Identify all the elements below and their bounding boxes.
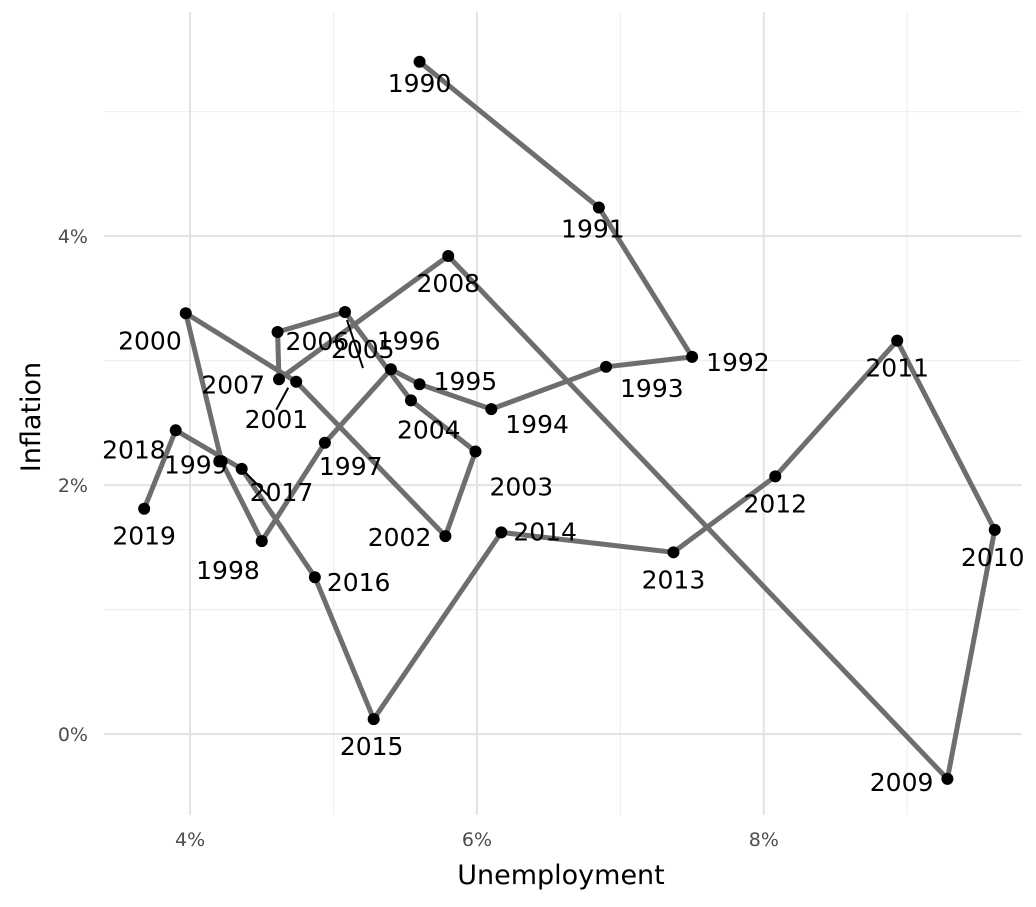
label-2010: 2010 xyxy=(961,543,1025,572)
leader-line-2001 xyxy=(275,387,290,411)
data-points xyxy=(138,55,1001,785)
point-2017 xyxy=(235,462,248,475)
point-1999 xyxy=(215,455,228,468)
point-1997 xyxy=(318,436,331,449)
x-axis-ticks: 4% 6% 8% xyxy=(175,829,779,851)
point-2002 xyxy=(439,530,452,543)
label-1999: 1999 xyxy=(164,450,228,479)
label-1998: 1998 xyxy=(196,556,260,585)
label-1991: 1991 xyxy=(561,214,625,243)
point-2007 xyxy=(272,373,285,386)
point-2010 xyxy=(988,523,1001,536)
point-1994 xyxy=(485,403,498,416)
point-2009 xyxy=(941,772,954,785)
label-2018: 2018 xyxy=(102,435,166,464)
label-2017: 2017 xyxy=(250,478,314,507)
label-2011: 2011 xyxy=(865,354,929,383)
label-2003: 2003 xyxy=(490,472,554,501)
label-1993: 1993 xyxy=(620,374,684,403)
label-2007: 2007 xyxy=(201,370,265,399)
point-1992 xyxy=(686,350,699,363)
point-1995 xyxy=(413,378,426,391)
point-2006 xyxy=(271,325,284,338)
point-2001 xyxy=(290,375,303,388)
point-1996 xyxy=(384,363,397,376)
label-2002: 2002 xyxy=(368,523,432,552)
point-2008 xyxy=(442,250,455,263)
label-2015: 2015 xyxy=(340,732,404,761)
label-1995: 1995 xyxy=(434,367,498,396)
y-tick-label: 0% xyxy=(58,724,88,746)
y-tick-label: 2% xyxy=(58,475,88,497)
point-2013 xyxy=(667,546,680,559)
label-2004: 2004 xyxy=(397,415,461,444)
point-2019 xyxy=(138,502,151,515)
x-axis-title: Unemployment xyxy=(457,860,665,891)
label-1992: 1992 xyxy=(706,348,770,377)
x-tick-label: 6% xyxy=(462,829,492,851)
leader-line-2017 xyxy=(240,468,271,498)
point-2012 xyxy=(769,470,782,483)
point-2011 xyxy=(891,334,904,347)
label-2012: 2012 xyxy=(743,489,807,518)
label-1990: 1990 xyxy=(388,69,452,98)
point-2018 xyxy=(169,424,182,437)
point-1991 xyxy=(592,201,605,214)
point-2000 xyxy=(179,307,192,320)
point-2005 xyxy=(338,306,351,319)
label-1996: 1996 xyxy=(377,326,441,355)
point-2016 xyxy=(308,571,321,584)
point-2014 xyxy=(495,526,508,539)
y-axis-title: Inflation xyxy=(16,362,47,472)
label-2013: 2013 xyxy=(642,565,706,594)
label-2005: 2005 xyxy=(331,335,395,364)
label-2000: 2000 xyxy=(118,326,182,355)
leader-line-2005 xyxy=(346,319,364,369)
y-tick-label: 4% xyxy=(58,226,88,248)
label-2019: 2019 xyxy=(112,522,176,551)
point-1993 xyxy=(600,360,613,373)
point-2003 xyxy=(469,445,482,458)
label-2014: 2014 xyxy=(513,517,577,546)
label-2009: 2009 xyxy=(870,768,934,797)
point-2004 xyxy=(404,394,417,407)
label-1994: 1994 xyxy=(505,410,569,439)
label-2001: 2001 xyxy=(245,405,309,434)
label-leader-lines xyxy=(240,319,364,498)
point-2015 xyxy=(367,713,380,726)
x-tick-label: 8% xyxy=(749,829,779,851)
label-2008: 2008 xyxy=(416,269,480,298)
x-tick-label: 4% xyxy=(175,829,205,851)
point-1990 xyxy=(413,55,426,68)
label-2006: 2006 xyxy=(286,327,350,356)
series-line xyxy=(141,59,998,782)
label-2016: 2016 xyxy=(327,568,391,597)
y-axis-ticks: 0% 2% 4% xyxy=(58,226,88,746)
label-1997: 1997 xyxy=(319,452,383,481)
point-1998 xyxy=(255,535,268,548)
